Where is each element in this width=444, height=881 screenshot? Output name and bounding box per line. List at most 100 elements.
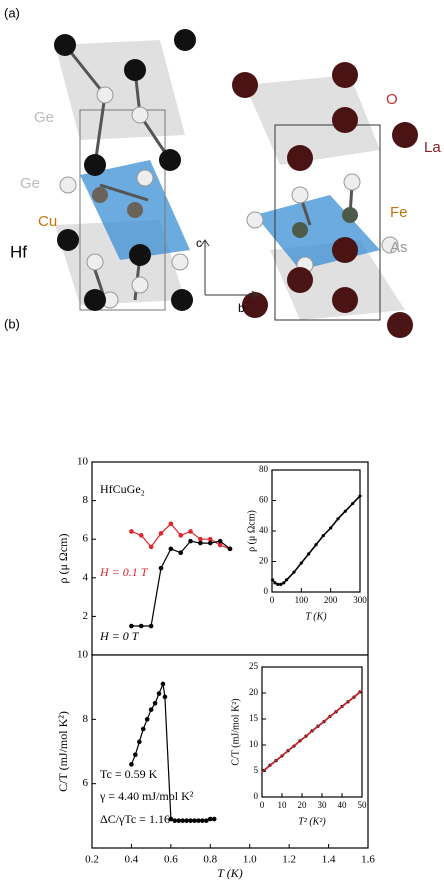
annotation: Tc = 0.59 K	[100, 767, 158, 781]
x-tick-label: 50	[358, 800, 368, 810]
data-point	[169, 817, 174, 822]
y-tick-label: 10	[249, 739, 259, 749]
data-point	[129, 762, 134, 767]
data-point	[282, 581, 285, 584]
data-point	[159, 566, 164, 571]
y-tick-label: 40	[259, 525, 269, 535]
data-point	[192, 818, 197, 823]
annotation: HfCuGe₂	[100, 482, 145, 496]
data-point	[228, 547, 233, 552]
data-point	[178, 550, 183, 555]
x-tick-label: 0	[270, 595, 275, 605]
data-point	[273, 581, 276, 584]
data-point	[178, 533, 183, 538]
data-point	[157, 691, 162, 696]
data-point	[358, 494, 361, 497]
y-tick-label: 10	[77, 456, 89, 468]
series-label: H = 0 T	[99, 629, 140, 643]
atom-label: Ge	[34, 109, 54, 126]
x-tick-label: 40	[338, 800, 348, 810]
y-tick-label: 0	[264, 586, 269, 596]
data-point	[314, 543, 317, 546]
annotation: ΔC/γTc = 1.16	[100, 812, 170, 826]
data-point	[129, 624, 134, 629]
data-point	[336, 517, 339, 520]
x-axis-label: T (K)	[305, 611, 327, 622]
atom-label: Fe	[390, 204, 408, 221]
y-tick-label: 60	[259, 495, 269, 505]
data-point	[218, 539, 223, 544]
y-axis-label: C/T (mJ/mol K²)	[56, 711, 70, 792]
data-point	[145, 717, 150, 722]
y-tick-label: 5	[254, 765, 259, 775]
x-tick-label: 300	[353, 595, 367, 605]
data-point	[208, 541, 213, 546]
data-point	[285, 578, 288, 581]
annotation: γ = 4.40 mJ/mol K²	[99, 789, 194, 803]
data-point	[149, 545, 154, 550]
data-point	[212, 817, 217, 822]
x-tick-label: 0.2	[85, 854, 99, 866]
x-tick-label: 1.6	[361, 854, 375, 866]
x-tick-label: 0.4	[125, 854, 139, 866]
y-tick-label: 20	[259, 556, 269, 566]
y-tick-label: 10	[77, 649, 89, 661]
data-point	[149, 624, 154, 629]
y-tick-label: 4	[83, 571, 89, 583]
data-point	[188, 529, 193, 534]
data-point	[133, 752, 138, 757]
x-tick-label: 20	[298, 800, 308, 810]
x-axis-label: T² (K²)	[298, 816, 326, 827]
x-tick-label: 0	[260, 800, 265, 810]
atom-label: Hf	[10, 242, 27, 261]
y-tick-label: 6	[83, 777, 89, 789]
y-axis-label: ρ (μ Ωcm)	[246, 510, 257, 552]
atom-label: Ge	[20, 175, 40, 192]
data-point	[161, 682, 166, 687]
data-point	[208, 817, 213, 822]
atom-label: Cu	[38, 213, 57, 230]
series-label: H = 0.1 T	[99, 565, 149, 579]
atom-label: O	[386, 91, 398, 108]
axes-arrows	[201, 240, 258, 299]
data-point	[188, 539, 193, 544]
data-point	[141, 727, 146, 732]
data-point	[279, 583, 282, 586]
y-tick-label: 2	[83, 610, 89, 622]
data-point	[322, 534, 325, 537]
data-point	[153, 701, 158, 706]
y-axis-label: C/T (mJ/mol K²)	[230, 698, 241, 765]
data-point	[329, 526, 332, 529]
data-point	[276, 583, 279, 586]
data-point	[129, 529, 134, 534]
x-tick-label: 1.0	[243, 854, 257, 866]
data-point	[204, 818, 209, 823]
x-tick-label: 10	[278, 800, 288, 810]
data-point	[149, 707, 154, 712]
data-point	[137, 740, 142, 745]
x-axis-label: T (K)	[217, 866, 242, 880]
y-tick-label: 25	[249, 661, 259, 671]
atom-label: As	[390, 239, 408, 256]
panel-label: (a)	[4, 5, 20, 20]
data-point	[184, 818, 189, 823]
data-point	[351, 502, 354, 505]
data-point	[159, 531, 164, 536]
x-tick-label: 1.2	[282, 854, 296, 866]
figure: (a) (b) Ge Ge Cu Hf O La Fe As c b 24681…	[0, 0, 444, 881]
axis-letter: b	[238, 301, 245, 315]
structure-left	[54, 29, 196, 311]
x-tick-label: 30	[318, 800, 328, 810]
x-tick-label: 200	[324, 595, 338, 605]
axis-letter: c	[196, 236, 202, 250]
data-point	[307, 552, 310, 555]
data-point	[163, 695, 168, 700]
data-point	[271, 578, 274, 581]
data-point	[169, 521, 174, 526]
data-point	[344, 510, 347, 513]
data-point	[198, 541, 203, 546]
data-point	[200, 818, 205, 823]
y-tick-label: 80	[259, 464, 269, 474]
data-point	[196, 818, 201, 823]
y-tick-label: 20	[249, 687, 259, 697]
